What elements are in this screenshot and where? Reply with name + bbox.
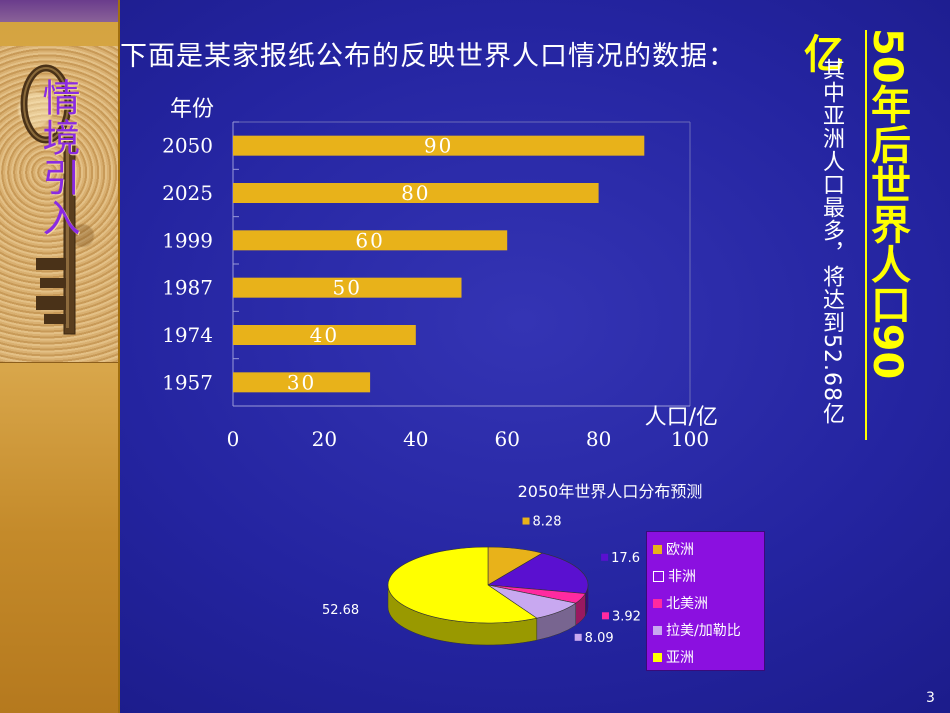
legend-item-0: 欧洲 — [653, 538, 694, 562]
old-key-icon — [20, 64, 76, 335]
legend-label-0: 欧洲 — [666, 542, 694, 558]
x-axis-title: 人口/亿 — [645, 405, 718, 430]
x-tick-label-0: 0 — [227, 427, 240, 451]
legend-item-1: 非洲 — [653, 565, 696, 589]
data-label-1974: 40 — [310, 323, 339, 347]
legend-swatch-1 — [653, 570, 664, 582]
y-tick-label-1999: 1999 — [162, 228, 213, 252]
data-label-1999: 60 — [355, 228, 384, 252]
bar-1987 — [233, 277, 462, 298]
y-tick-label-2050: 2050 — [162, 134, 213, 158]
headline-tail: 亿 — [804, 32, 844, 78]
legend-label-3: 拉美/加勒比 — [666, 623, 741, 639]
pie-data-label-1: 17.68 — [611, 551, 640, 566]
pie-data-label-2: 3.92 — [612, 609, 640, 624]
legend-label-2: 北美洲 — [666, 596, 708, 612]
y-tick-label-1974: 1974 — [162, 323, 213, 347]
pie-legend: 欧洲非洲北美洲拉美/加勒比 亚洲 — [646, 531, 765, 671]
pie-data-label-3: 8.09 — [585, 631, 614, 646]
x-tick-label-20: 20 — [312, 427, 337, 451]
data-label-1987: 50 — [333, 276, 362, 300]
headline-underline — [865, 30, 867, 440]
legend-swatch-0 — [653, 544, 662, 554]
legend-item-2: 北美洲 — [653, 592, 708, 616]
data-label-2025: 80 — [401, 181, 430, 205]
x-tick-label-100: 100 — [671, 427, 709, 451]
x-tick-label-40: 40 — [403, 427, 428, 451]
bar-plot-area: 90 2050 80 2025 60 1999 50 1987 40 1974 30 1957 0 20 4… — [162, 97, 718, 451]
bar-chart: 90 2050 80 2025 60 1999 50 1987 40 1974 30 1957 0 20 4… — [162, 97, 718, 451]
x-tick-label-60: 60 — [494, 427, 519, 451]
pie-plot-area: 8.28 17.68 3.92 8.09 52.68 — [322, 515, 640, 646]
legend-item-4: 亚洲 — [653, 646, 694, 670]
pie-label-marker-3 — [574, 633, 582, 641]
pie-data-label-4: 52.68 — [322, 603, 359, 618]
data-label-1957: 30 — [287, 370, 316, 394]
bar-1999 — [233, 230, 508, 251]
x-tick-label-80: 80 — [586, 427, 611, 451]
bar-1974 — [233, 325, 416, 345]
page-number: 3 — [926, 690, 935, 706]
bar-1957 — [233, 372, 371, 393]
pie-slice-1 — [487, 552, 589, 594]
y-axis-title: 年份 — [170, 97, 214, 122]
y-tick-label-2025: 2025 — [162, 181, 213, 205]
legend-label-4: 亚洲 — [666, 650, 694, 666]
y-tick-label-1987: 1987 — [162, 276, 213, 300]
pie-label-marker-1 — [601, 553, 609, 561]
pie-label-marker-2 — [601, 612, 609, 620]
pie-data-label-0: 8.28 — [533, 515, 562, 530]
legend-swatch-2 — [653, 598, 662, 608]
legend-swatch-3 — [653, 625, 662, 635]
bar-2050 — [233, 135, 645, 156]
pie-chart-title: 2050年世界人口分布预测 — [517, 482, 703, 501]
legend-label-1: 非洲 — [668, 569, 696, 585]
data-label-2050: 90 — [424, 134, 453, 158]
pie-label-marker-0 — [522, 517, 530, 525]
legend-swatch-4 — [653, 652, 662, 662]
page-title: 下面是某家报纸公布的反映世界人口情况的数据： — [120, 41, 736, 72]
y-tick-label-1957: 1957 — [162, 370, 213, 394]
headline: 50年后世界人口90 — [864, 28, 910, 380]
left-strip-top-band — [0, 0, 118, 22]
pie-chart: 8.28 17.68 3.92 8.09 52.68 — [322, 515, 640, 646]
note-text: 其中亚洲人口最多，将达到52.68亿 — [819, 58, 844, 425]
pie-slice-4 — [387, 546, 538, 624]
bar-2025 — [233, 183, 599, 203]
sidebar-title: 情境引入 — [36, 78, 80, 238]
legend-item-3: 拉美/加勒比 — [653, 619, 741, 643]
